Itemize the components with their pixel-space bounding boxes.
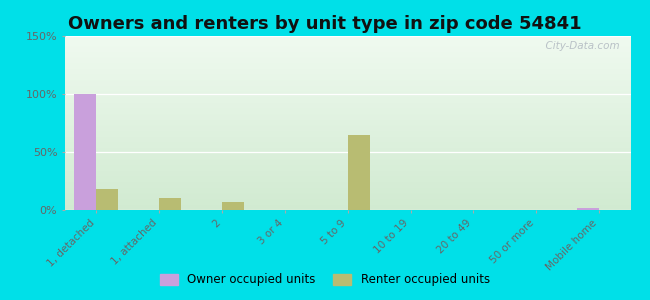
Bar [74, 94, 96, 210]
Bar [577, 208, 599, 210]
Text: Owners and renters by unit type in zip code 54841: Owners and renters by unit type in zip c… [68, 15, 582, 33]
Text: City-Data.com: City-Data.com [539, 41, 619, 51]
Bar [348, 135, 370, 210]
Bar [159, 198, 181, 210]
Legend: Owner occupied units, Renter occupied units: Owner occupied units, Renter occupied un… [155, 269, 495, 291]
Bar [222, 202, 244, 210]
Bar [96, 189, 118, 210]
